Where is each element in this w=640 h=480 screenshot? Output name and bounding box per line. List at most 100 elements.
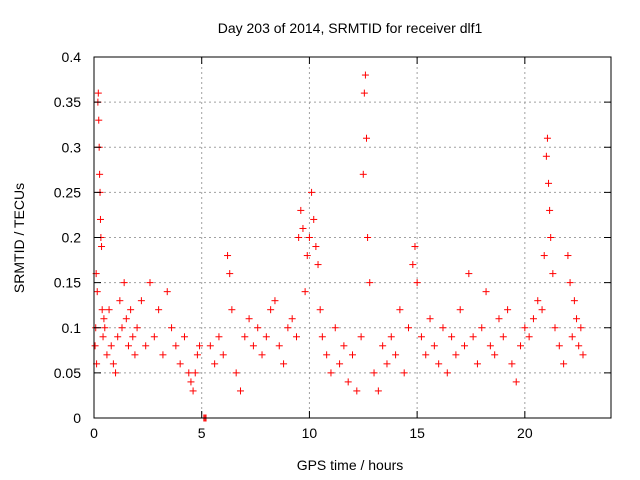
data-point bbox=[305, 234, 313, 241]
data-point bbox=[172, 342, 180, 350]
x-tick-label: 15 bbox=[409, 425, 425, 441]
data-point bbox=[435, 360, 443, 368]
data-point bbox=[215, 333, 223, 341]
data-point bbox=[116, 297, 124, 305]
data-point bbox=[236, 387, 244, 395]
data-point bbox=[284, 324, 292, 332]
data-point bbox=[275, 342, 283, 350]
data-point bbox=[370, 369, 378, 377]
data-point bbox=[396, 306, 404, 314]
data-point bbox=[245, 315, 253, 323]
data-point bbox=[133, 324, 141, 332]
data-point bbox=[538, 306, 546, 314]
data-point bbox=[469, 333, 477, 341]
data-point bbox=[430, 342, 438, 350]
data-point bbox=[512, 378, 520, 386]
data-point bbox=[504, 306, 512, 314]
data-point bbox=[387, 333, 395, 341]
data-point bbox=[478, 324, 486, 332]
data-point bbox=[168, 324, 176, 332]
y-tick-label: 0.2 bbox=[62, 230, 82, 246]
data-point bbox=[361, 71, 369, 79]
x-tick-label: 0 bbox=[90, 425, 98, 441]
plot-points bbox=[91, 71, 587, 422]
data-point bbox=[297, 206, 305, 214]
data-point bbox=[461, 342, 469, 350]
data-point bbox=[131, 351, 139, 359]
data-point bbox=[312, 243, 320, 251]
data-point bbox=[91, 342, 99, 350]
data-point bbox=[517, 342, 525, 350]
data-point bbox=[187, 378, 195, 386]
y-tick-label: 0.25 bbox=[54, 184, 81, 200]
data-point bbox=[176, 360, 184, 368]
data-point bbox=[413, 279, 421, 287]
data-point bbox=[534, 297, 542, 305]
data-point bbox=[473, 360, 481, 368]
data-point bbox=[127, 306, 135, 314]
data-point bbox=[122, 315, 130, 323]
data-point bbox=[101, 324, 109, 332]
data-point bbox=[241, 333, 249, 341]
tick-labels: 0 5 10 15 20 0 0.05 0.1 0.15 0.2 0.25 0.3 0.35 0.4 bbox=[54, 49, 533, 441]
data-point bbox=[226, 270, 234, 278]
data-point bbox=[280, 360, 288, 368]
data-point bbox=[114, 333, 122, 341]
data-point bbox=[422, 351, 430, 359]
data-point bbox=[547, 234, 555, 241]
data-point bbox=[118, 324, 126, 332]
data-point bbox=[426, 315, 434, 323]
data-point bbox=[327, 369, 335, 377]
data-point bbox=[543, 134, 551, 142]
data-point bbox=[443, 369, 451, 377]
data-point bbox=[542, 152, 550, 160]
data-point bbox=[159, 351, 167, 359]
data-point bbox=[254, 324, 262, 332]
data-point bbox=[374, 387, 382, 395]
data-point bbox=[271, 297, 279, 305]
x-axis-label: GPS time / hours bbox=[297, 457, 404, 473]
data-point bbox=[577, 324, 585, 332]
data-point bbox=[308, 188, 316, 196]
data-point bbox=[196, 342, 204, 350]
y-tick-label: 0.35 bbox=[54, 94, 81, 110]
data-point bbox=[109, 360, 117, 368]
y-tick-label: 0.3 bbox=[62, 139, 82, 155]
data-point bbox=[575, 342, 583, 350]
data-point bbox=[288, 315, 296, 323]
data-point bbox=[551, 324, 559, 332]
data-point bbox=[344, 378, 352, 386]
data-point bbox=[549, 270, 557, 278]
data-point bbox=[224, 252, 232, 260]
data-point bbox=[573, 315, 581, 323]
data-point bbox=[189, 387, 197, 395]
data-point bbox=[359, 170, 367, 178]
data-point bbox=[310, 215, 318, 223]
data-point bbox=[331, 324, 339, 332]
data-point bbox=[491, 351, 499, 359]
data-point bbox=[267, 306, 275, 314]
data-point bbox=[383, 360, 391, 368]
data-point bbox=[392, 351, 400, 359]
data-point bbox=[150, 333, 158, 341]
data-point bbox=[124, 342, 132, 350]
data-point bbox=[336, 360, 344, 368]
data-point bbox=[540, 252, 548, 260]
data-point bbox=[232, 369, 240, 377]
data-point bbox=[448, 333, 456, 341]
data-point bbox=[249, 342, 257, 350]
data-point bbox=[191, 369, 199, 377]
y-tick-label: 0 bbox=[73, 410, 81, 426]
data-point bbox=[379, 342, 387, 350]
data-point bbox=[98, 306, 106, 314]
data-point bbox=[107, 342, 115, 350]
data-point bbox=[180, 333, 188, 341]
data-point bbox=[146, 279, 154, 287]
data-point bbox=[400, 369, 408, 377]
data-point bbox=[545, 179, 553, 187]
y-axis-label: SRMTID / TECUs bbox=[11, 183, 27, 293]
data-point bbox=[566, 279, 574, 287]
data-point bbox=[99, 333, 107, 341]
data-point bbox=[316, 306, 324, 314]
